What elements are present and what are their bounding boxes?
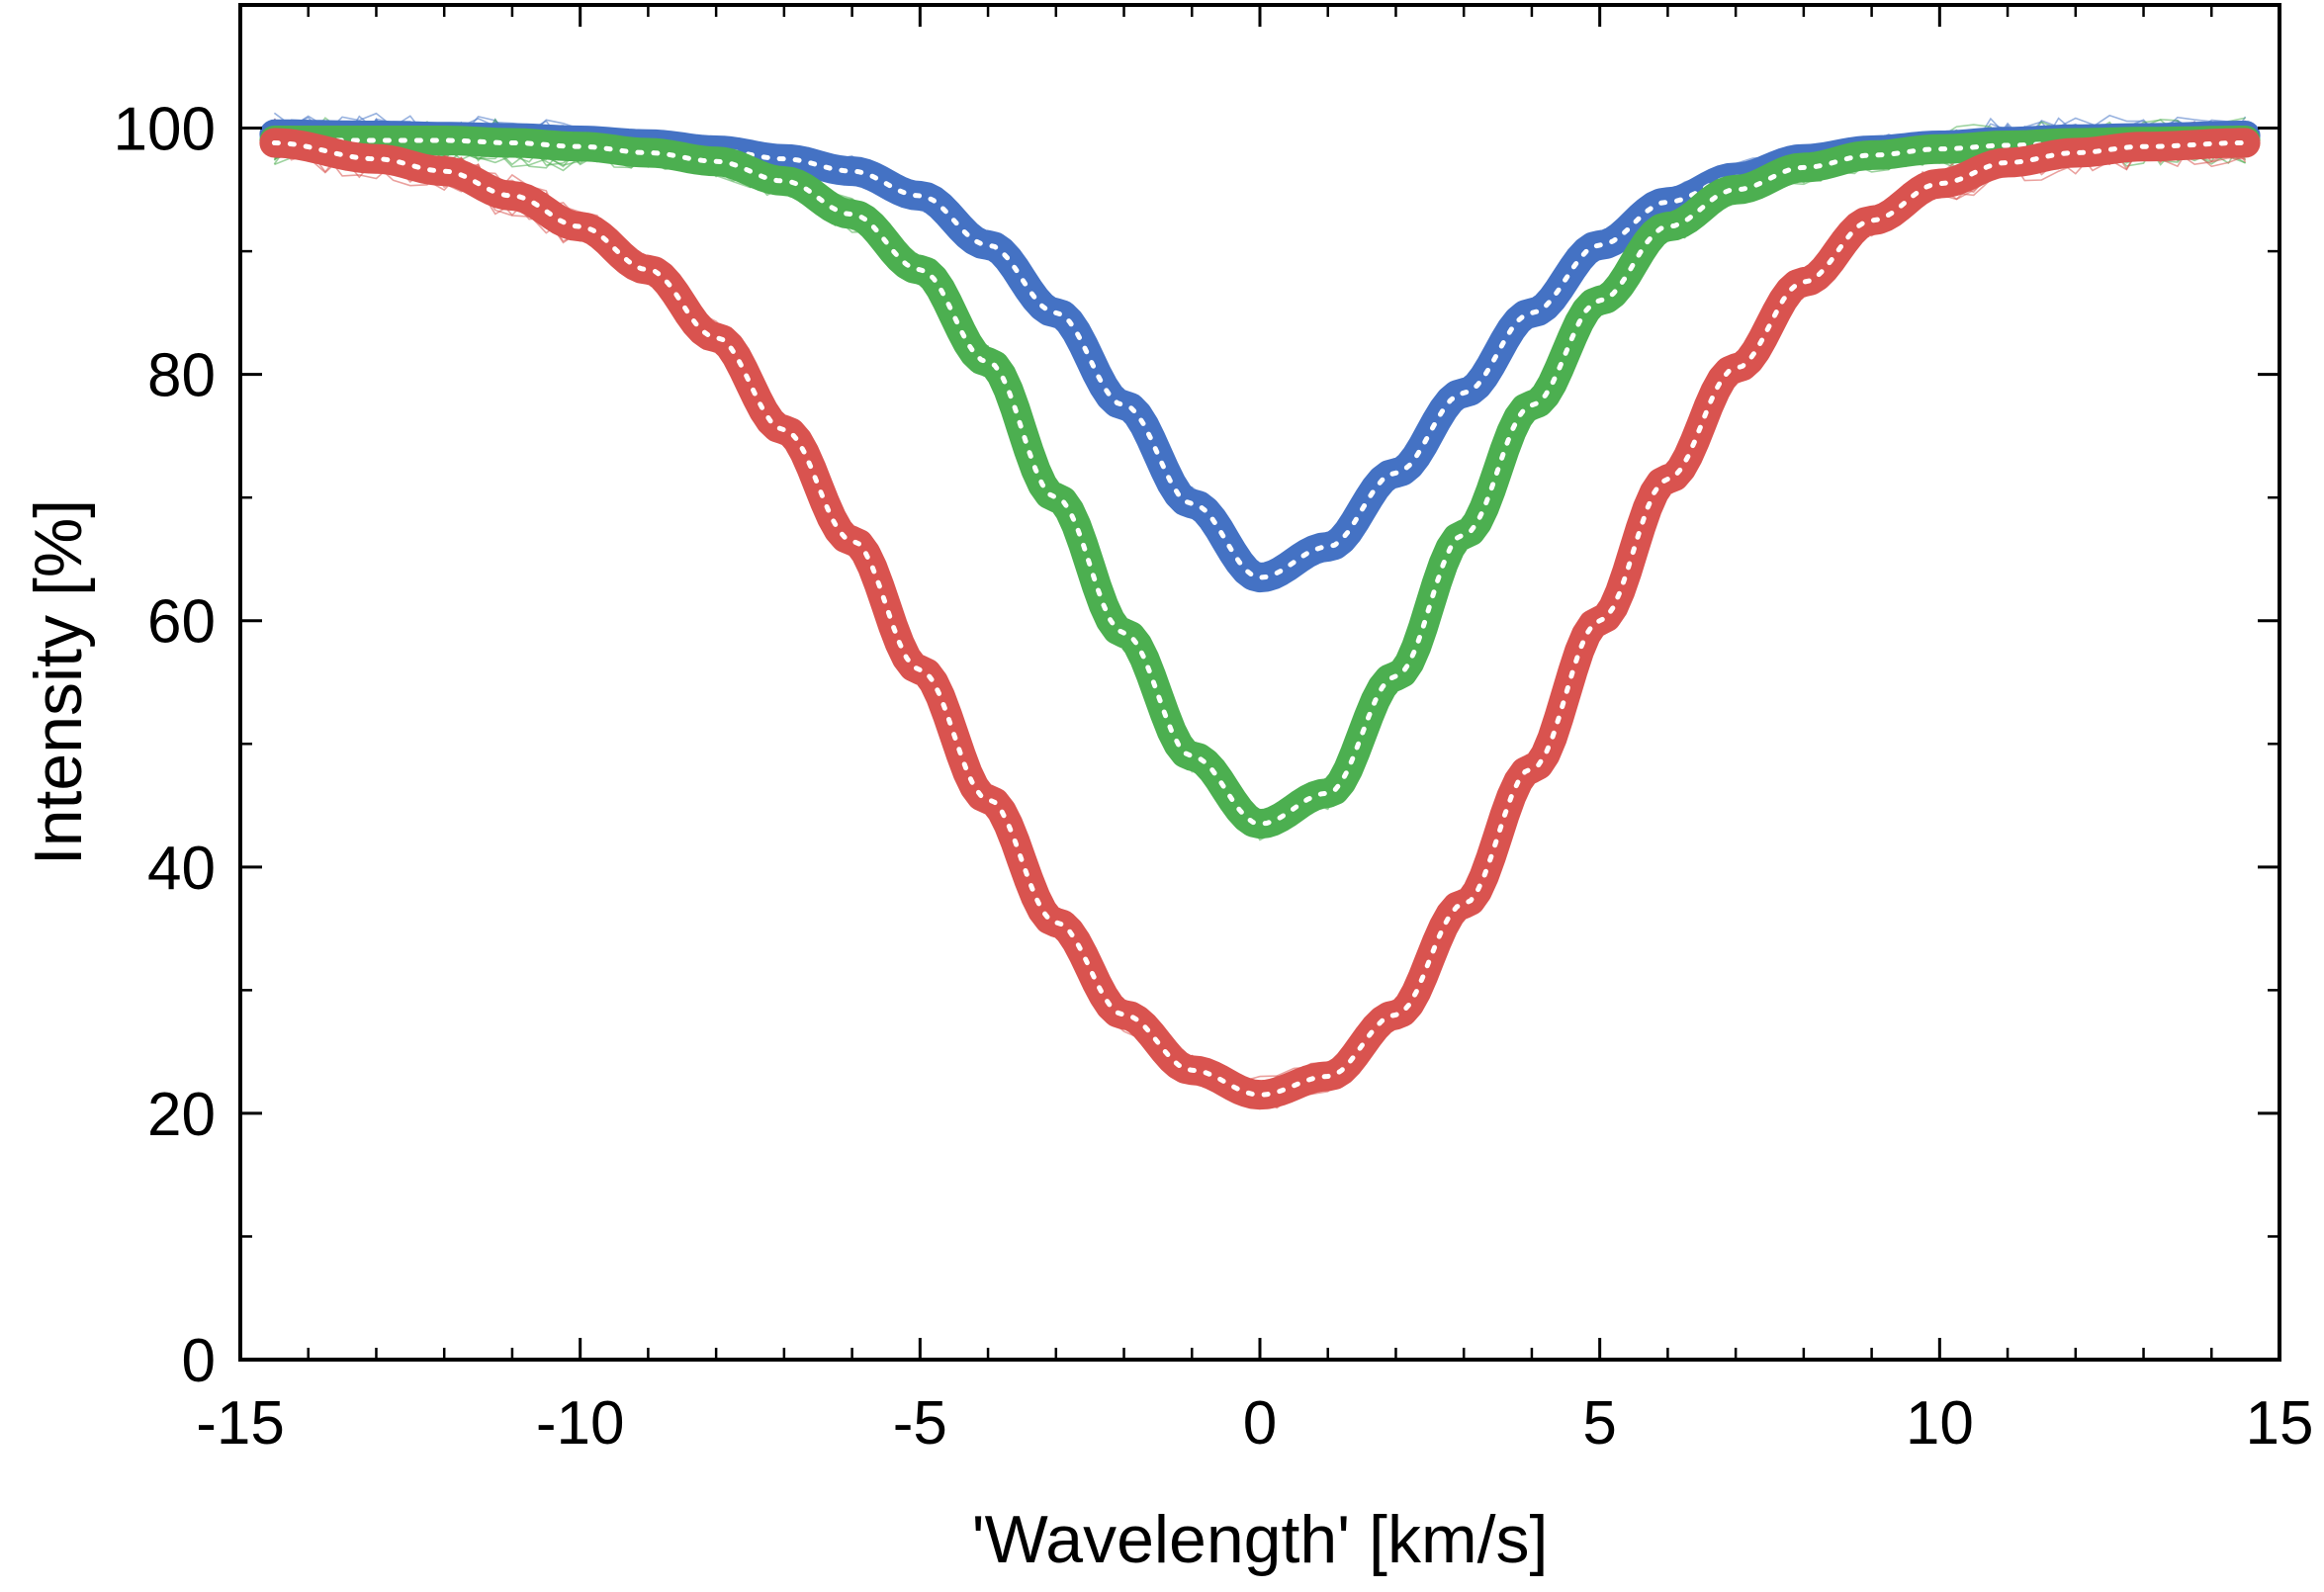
y-tick-label: 20	[147, 1081, 216, 1149]
series-layer	[259, 119, 2261, 1110]
ticks-layer: -15 -10 -5 0 5 10 15 0 20 40 60 80 100	[114, 5, 2314, 1458]
noise-trace-red	[274, 125, 2247, 1089]
y-axis-title: Intensity [%]	[21, 499, 96, 865]
x-tick-label: -5	[893, 1389, 947, 1458]
x-tick-label: 15	[2246, 1389, 2314, 1458]
noise-trace-red	[273, 121, 2246, 1083]
series-band-blue	[259, 119, 2261, 593]
y-tick-label: 60	[147, 588, 216, 657]
noise-trace-red	[273, 118, 2247, 1094]
x-tick-label: 0	[1243, 1389, 1277, 1458]
noise-trace-red	[273, 121, 2247, 1093]
y-tick-label: 0	[182, 1327, 216, 1395]
y-tick-label: 40	[147, 835, 216, 903]
x-tick-label: 5	[1582, 1389, 1616, 1458]
series-fit-red	[271, 140, 2249, 1098]
noise-trace-red	[273, 141, 2246, 1108]
noise-trace-green	[273, 133, 2246, 841]
noise-trace-red	[273, 125, 2247, 1098]
noise-trace-red	[273, 120, 2247, 1089]
x-axis-title: 'Wavelength' [km/s]	[972, 1502, 1549, 1577]
series-fit-blue	[271, 132, 2249, 580]
series-band-red	[259, 128, 2261, 1110]
noise-trace-red	[273, 136, 2247, 1106]
y-tick-label: 100	[114, 96, 216, 164]
series-band-green	[259, 126, 2261, 840]
noise-trace-red	[274, 125, 2247, 1096]
series-fit-green	[271, 137, 2249, 827]
x-tick-label: -10	[536, 1389, 625, 1458]
noise-trace-red	[273, 121, 2247, 1088]
x-tick-label: 10	[1906, 1389, 1974, 1458]
y-tick-label: 80	[147, 342, 216, 410]
noise-trace-red	[274, 139, 2246, 1109]
noise-traces-layer	[273, 112, 2247, 1110]
noise-trace-red	[274, 135, 2247, 1110]
x-tick-label: -15	[196, 1389, 285, 1458]
noise-trace-green	[274, 133, 2247, 835]
noise-trace-red	[273, 126, 2246, 1097]
noise-trace-red	[273, 133, 2246, 1099]
